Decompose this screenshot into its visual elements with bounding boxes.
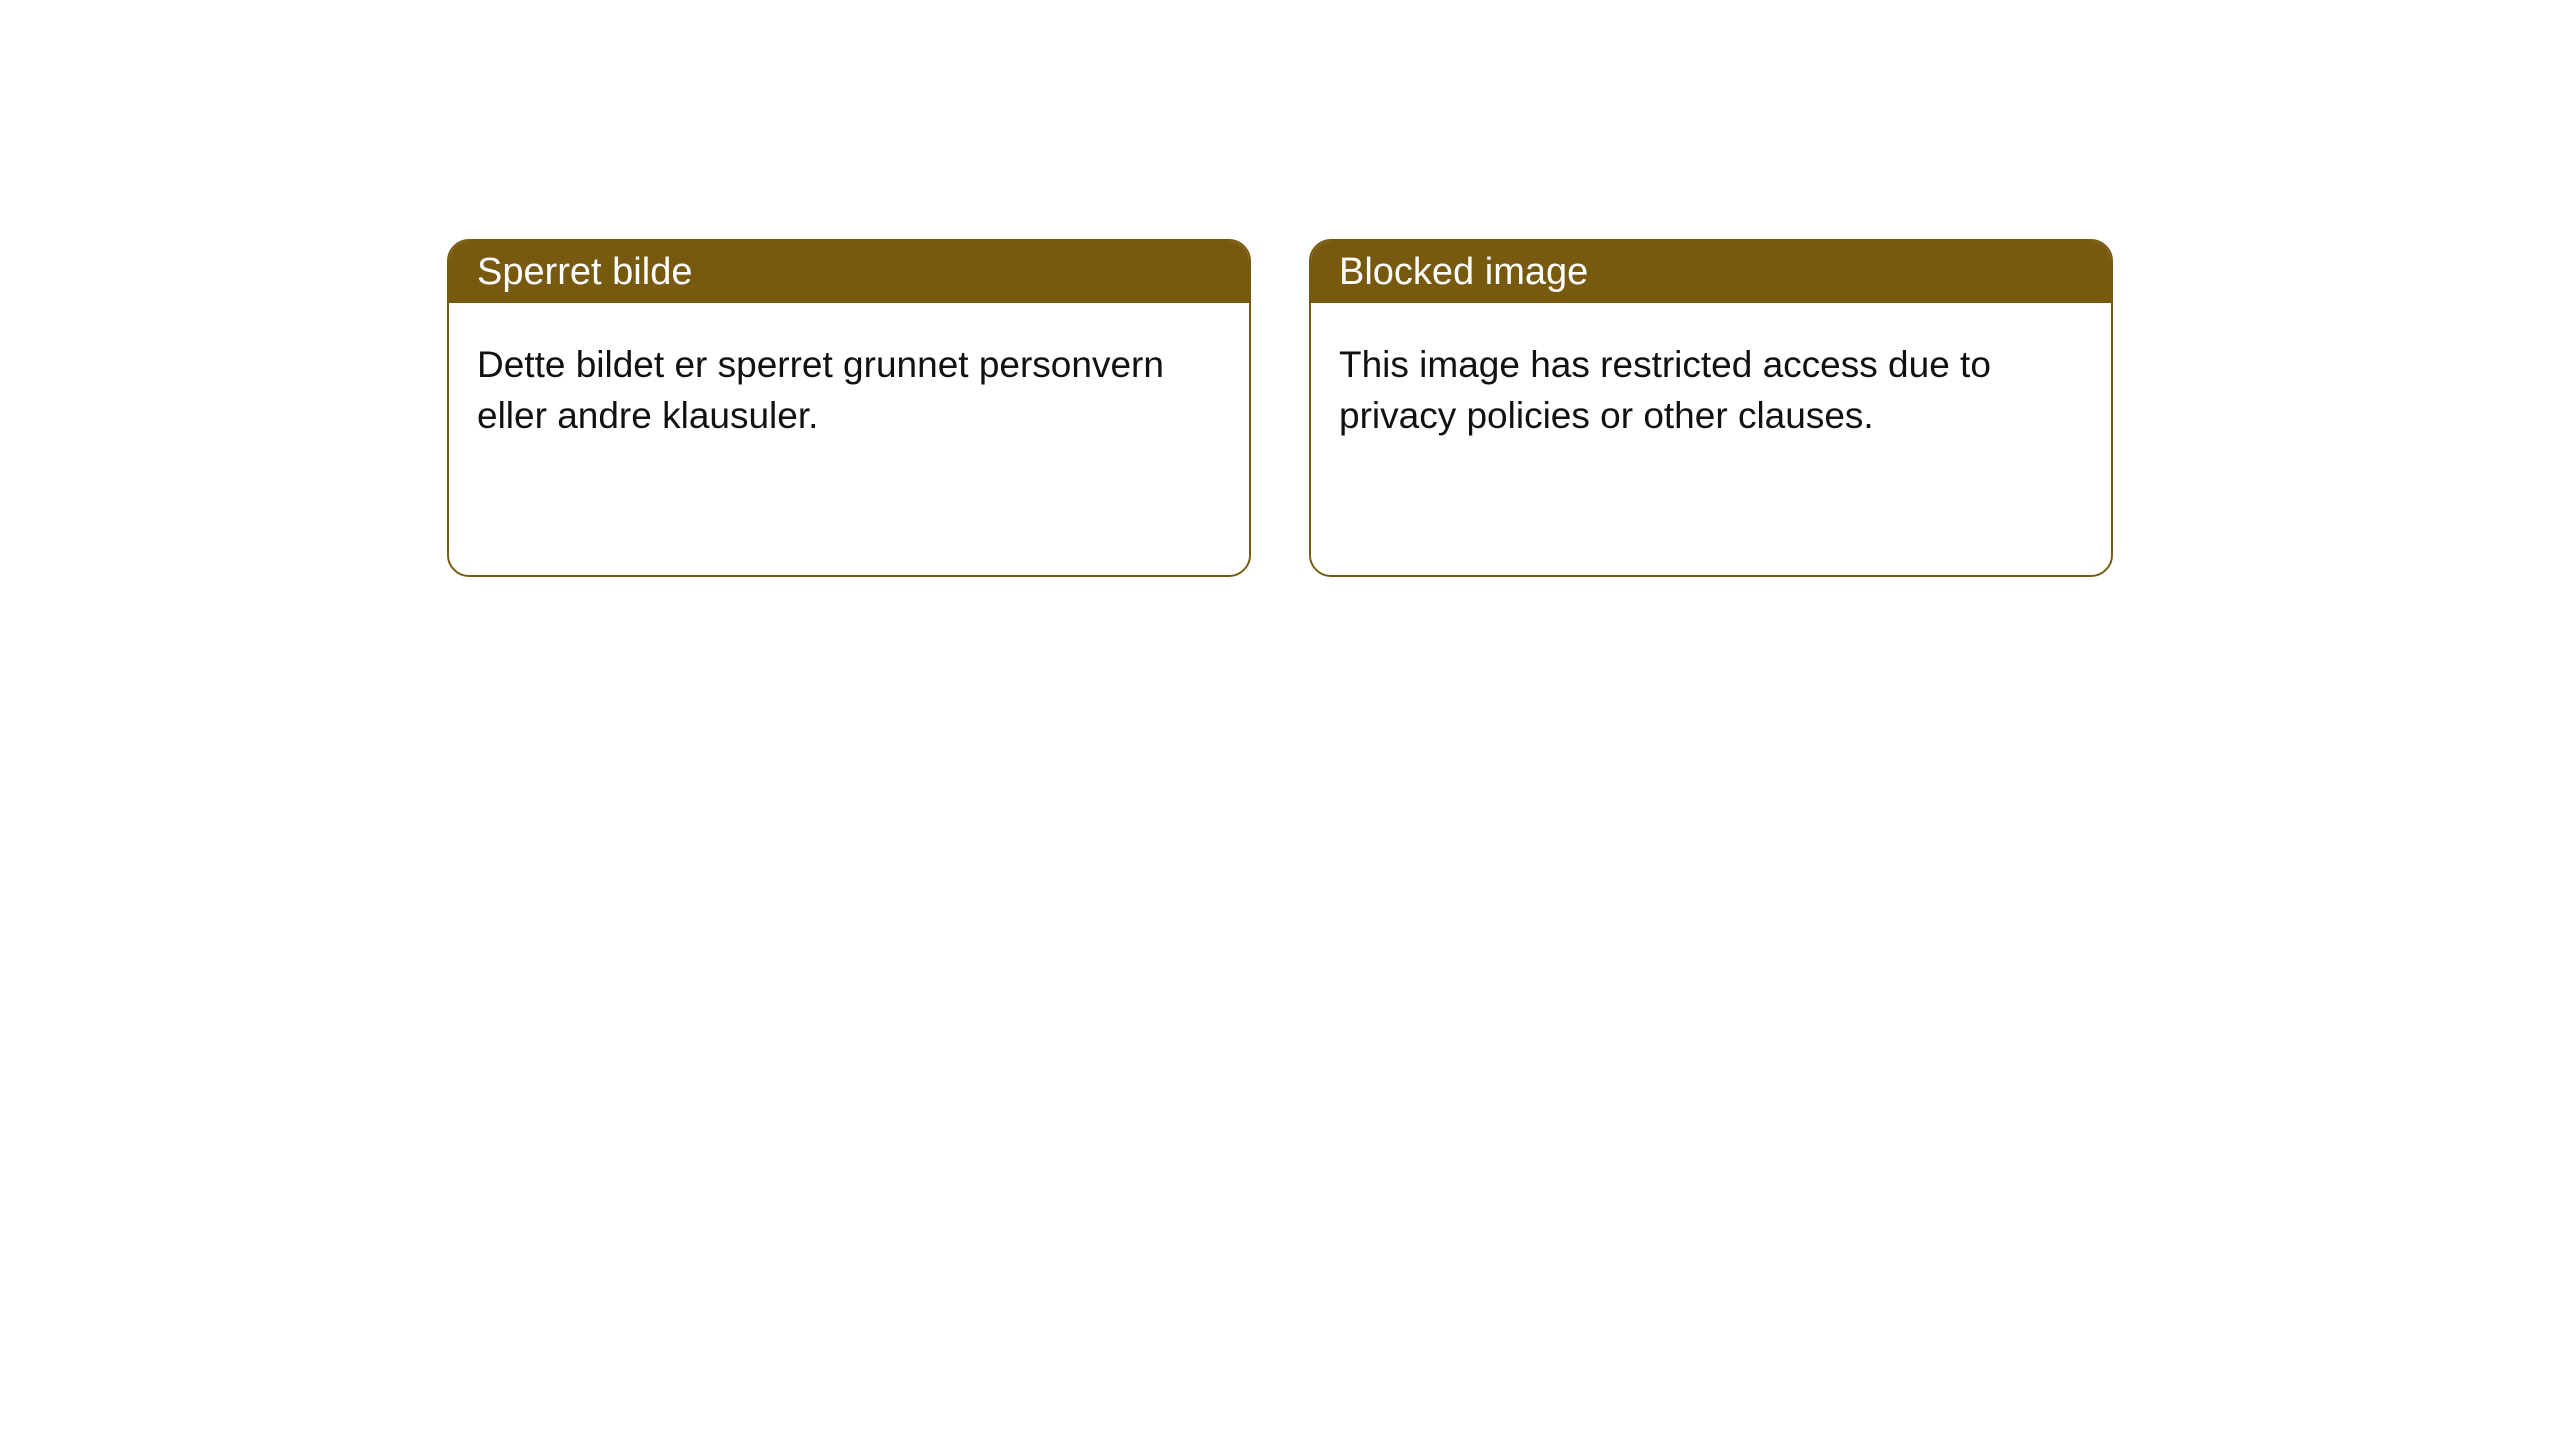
notice-card-header-no: Sperret bilde: [449, 241, 1249, 303]
notice-card-header-en: Blocked image: [1311, 241, 2111, 303]
notice-card-title-no: Sperret bilde: [477, 251, 692, 294]
page-root: Sperret bilde Dette bildet er sperret gr…: [0, 0, 2560, 1440]
notice-card-en: Blocked image This image has restricted …: [1309, 239, 2113, 577]
notice-card-body-no: Dette bildet er sperret grunnet personve…: [449, 303, 1249, 575]
notice-card-body-en: This image has restricted access due to …: [1311, 303, 2111, 575]
notice-card-text-no: Dette bildet er sperret grunnet personve…: [477, 344, 1164, 436]
notice-card-text-en: This image has restricted access due to …: [1339, 344, 1991, 436]
notice-cards-row: Sperret bilde Dette bildet er sperret gr…: [447, 239, 2113, 577]
notice-card-no: Sperret bilde Dette bildet er sperret gr…: [447, 239, 1251, 577]
notice-card-title-en: Blocked image: [1339, 251, 1588, 294]
